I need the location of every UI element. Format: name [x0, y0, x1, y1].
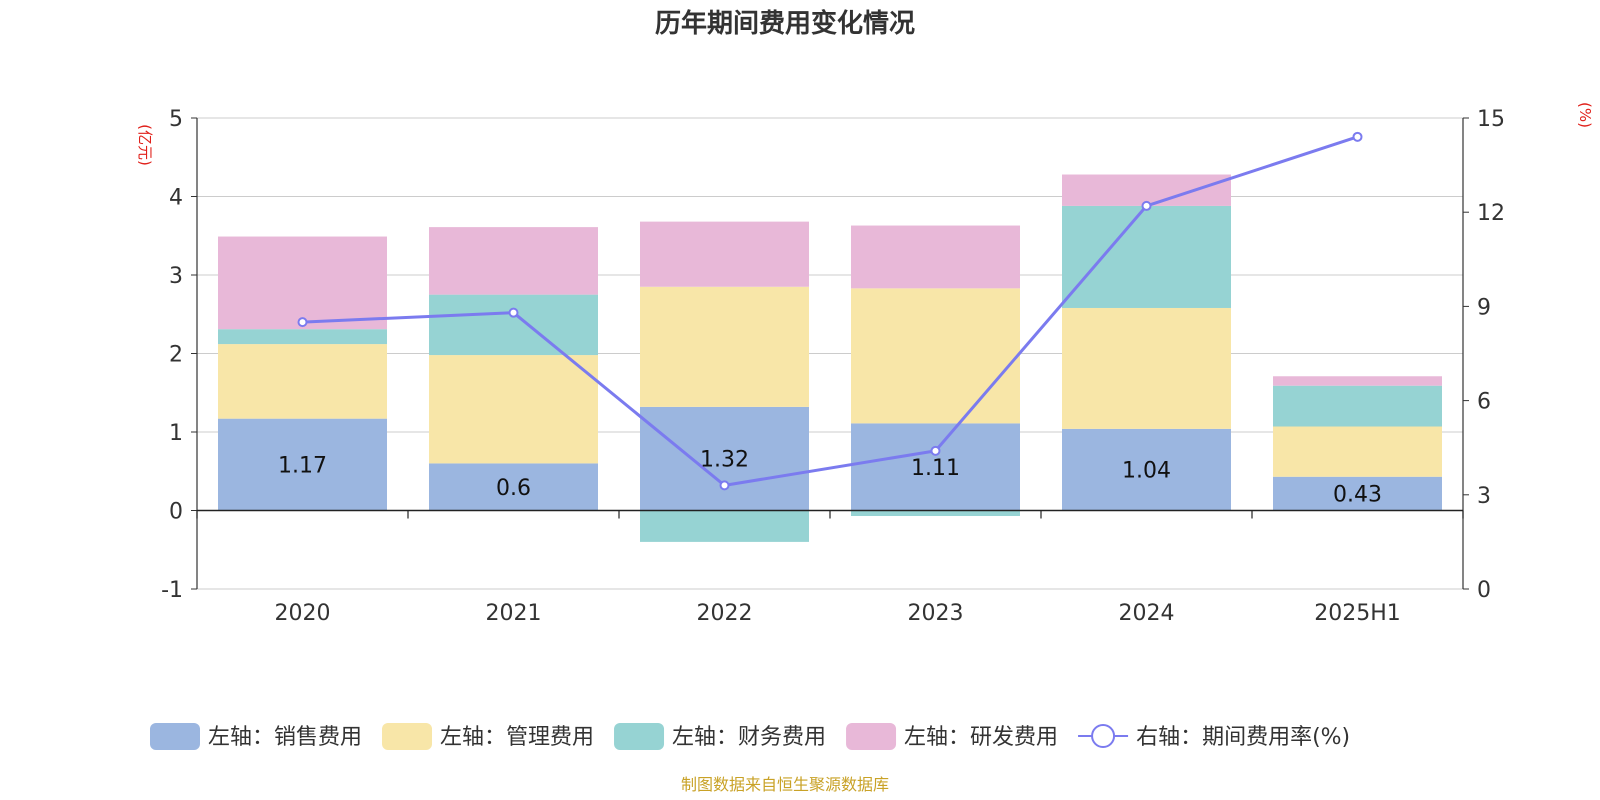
- rate-point: [508, 307, 519, 318]
- left-tick-label: -1: [161, 578, 183, 603]
- right-axis-unit: (%): [1576, 102, 1594, 128]
- bar-segment: [429, 227, 598, 295]
- right-tick-label: 3: [1477, 484, 1491, 509]
- bar-segment: [640, 221, 809, 287]
- left-tick-label: 1: [169, 421, 183, 446]
- x-tick-label: 2025H1: [1314, 601, 1401, 626]
- bar-segment: [1273, 385, 1442, 427]
- data-label: 1.17: [278, 454, 327, 479]
- bar-segment: [640, 406, 809, 511]
- x-tick-label: 2024: [1119, 601, 1175, 626]
- chart-title: 历年期间费用变化情况: [655, 8, 915, 39]
- bar-segment: [218, 418, 387, 511]
- bar-segment: [1273, 376, 1442, 386]
- legend-label: 左轴：管理费用: [440, 725, 594, 750]
- bar-segment: [1062, 307, 1231, 429]
- bars: [218, 174, 1442, 542]
- data-label: 0.6: [496, 476, 531, 501]
- legend: 左轴：销售费用 左轴：管理费用 左轴：财务费用 左轴：研发费用 右轴：期间费用率(%): [150, 723, 1350, 750]
- x-tick-label: 2023: [908, 601, 964, 626]
- rate-point: [719, 480, 730, 491]
- bar-segment: [640, 510, 809, 542]
- rate-point: [930, 445, 941, 456]
- right-tick-label: 0: [1477, 578, 1491, 603]
- legend-line-marker: [1091, 724, 1116, 748]
- bar-segment: [640, 286, 809, 407]
- rate-point: [1352, 131, 1363, 142]
- x-tick-label: 2022: [697, 601, 753, 626]
- bar-segment: [1062, 205, 1231, 308]
- legend-label: 右轴：期间费用率(%): [1136, 725, 1350, 750]
- bar-segment: [851, 423, 1020, 511]
- bar-segment: [1062, 174, 1231, 206]
- bar-segment: [218, 329, 387, 345]
- left-tick-label: 3: [169, 264, 183, 289]
- rate-point: [1141, 200, 1152, 211]
- bar-segment: [218, 236, 387, 330]
- bar-segment: [1273, 476, 1442, 511]
- bar-segment: [429, 355, 598, 464]
- bar-segment: [429, 463, 598, 511]
- left-axis-unit: (亿元): [136, 124, 154, 166]
- rate-line-path: [302, 135, 1358, 487]
- bar-segment: [851, 288, 1020, 424]
- rate-point: [297, 317, 308, 328]
- left-tick-label: 5: [169, 107, 183, 132]
- right-tick-label: 6: [1477, 390, 1491, 415]
- x-tick-label: 2020: [275, 601, 331, 626]
- legend-label: 左轴：销售费用: [208, 725, 362, 750]
- data-label: 1.11: [911, 456, 960, 481]
- legend-label: 左轴：研发费用: [904, 725, 1058, 750]
- left-tick-label: 2: [169, 343, 183, 368]
- bar-segment: [851, 510, 1020, 516]
- bar-segment: [1273, 426, 1442, 477]
- legend-swatch: [150, 723, 200, 750]
- bar-segment: [1062, 428, 1231, 511]
- legend-swatch: [382, 723, 433, 750]
- legend-swatch: [846, 723, 897, 750]
- rate-line: [297, 131, 1363, 491]
- right-tick-label: 12: [1477, 201, 1505, 226]
- bar-segment: [429, 294, 598, 356]
- right-tick-label: 9: [1477, 295, 1491, 320]
- data-label: 1.32: [700, 448, 749, 473]
- source-note: 制图数据来自恒生聚源数据库: [681, 775, 889, 794]
- data-labels: 1.17 0.6 1.32 1.11 1.04 0.43: [278, 448, 1382, 508]
- grid-lines: [197, 117, 1463, 590]
- left-tick-label: 0: [169, 500, 183, 525]
- bar-segment: [851, 225, 1020, 289]
- data-label: 1.04: [1122, 459, 1171, 484]
- left-tick-label: 4: [169, 186, 183, 211]
- legend-label: 左轴：财务费用: [672, 725, 826, 750]
- legend-swatch: [614, 723, 665, 750]
- bar-segment: [218, 344, 387, 419]
- right-tick-label: 15: [1477, 107, 1505, 132]
- data-label: 0.43: [1333, 483, 1382, 508]
- x-tick-label: 2021: [486, 601, 542, 626]
